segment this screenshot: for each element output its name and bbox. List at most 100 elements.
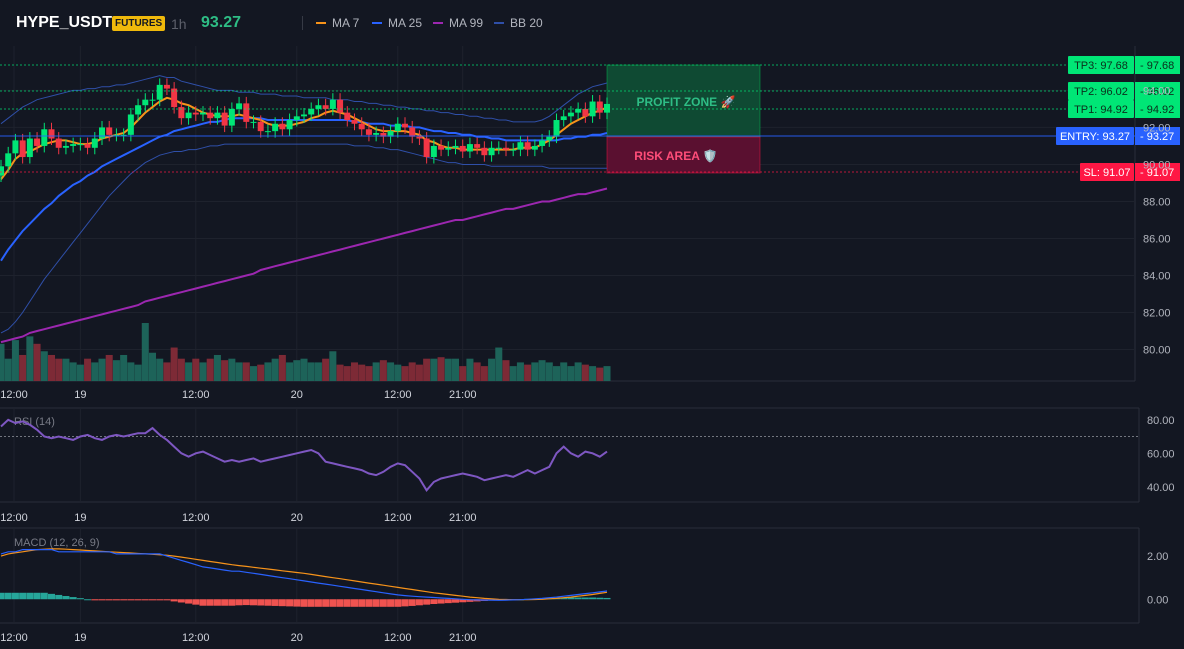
macd-histogram-bar [134,599,142,601]
last-price: 93.27 [201,14,242,31]
candle-body [546,136,553,141]
volume-bar [509,366,517,381]
candle-body [495,147,502,149]
volume-bars [0,323,611,381]
legend-ma7-label: MA 7 [332,16,360,30]
macd-histogram-bar [62,596,70,600]
macd-histogram-bar [314,599,322,607]
symbol-title[interactable]: HYPE_USDT [16,14,113,31]
price-axis: 80.00 82.00 84.00 86.00 88.00 90.00 92.00 94.00 [1143,85,1171,356]
legend-ma25[interactable]: MA 25 [372,16,422,30]
candle-body [430,145,437,158]
macd-histogram-bar [98,599,106,601]
volume-bar [257,364,265,381]
volume-bar [293,360,301,381]
legend-ma99[interactable]: MA 99 [433,16,483,30]
volume-bar [329,351,337,381]
candle-body [380,132,387,137]
macd-histogram-bar [221,599,229,606]
candle-body [604,103,610,113]
candle-body [272,123,279,132]
volume-bar [177,358,185,381]
macd-histogram-bar [40,592,48,600]
rsi-tick-label: 80.00 [1147,415,1175,427]
volume-bar [112,360,120,381]
volume-bar [98,358,106,381]
macd-histogram-bar [581,597,589,600]
volume-bar [206,358,214,381]
candle-body [243,103,250,122]
header-divider [302,16,303,30]
volume-bar [423,358,431,381]
timeframe-label[interactable]: 1h [171,16,187,32]
candle-body [221,112,228,126]
candle-body [459,145,466,152]
grid-lines [0,46,1135,623]
macd-histogram-bar [394,599,402,607]
macd-line [0,549,608,601]
volume-bar [495,347,503,381]
candle-body [402,123,408,128]
macd-histogram-bar [257,599,265,606]
volume-bar [278,354,286,381]
macd-histogram-bar [69,597,77,600]
candle-body [250,121,257,123]
macd-histogram-bar [206,599,214,606]
volume-bar [560,362,568,381]
volume-bar [365,366,373,381]
candle-body [200,112,206,115]
macd-histogram-bar [228,599,236,606]
candle-body [466,144,473,152]
macd-tick-label: 0.00 [1147,594,1168,606]
macd-histogram-bar [459,599,467,603]
macd-histogram-bar [48,593,55,600]
risk-area-label: RISK AREA 🛡️ [634,149,717,163]
entry-price-tag [1135,127,1180,145]
time-tick-label: 12:00 [384,389,412,401]
macd-histogram-bar [379,599,387,607]
candle-body [178,107,185,119]
legend-ma99-label: MA 99 [449,16,484,30]
macd-histogram-bar [567,597,575,600]
candle-body [488,147,495,156]
volume-bar [466,358,474,381]
volume-bar [408,362,416,381]
candle-body [365,129,372,135]
volume-bar [199,362,207,381]
time-tick-label: 19 [74,389,86,401]
volume-bar [314,362,322,381]
volume-bar [250,366,257,381]
macd-histogram-bar [574,597,582,600]
candle-body [596,101,603,113]
tp1-price-label: - 94.92 [1140,104,1174,116]
volume-bar [358,364,366,381]
candle-body [394,123,401,132]
candle-body [582,108,589,117]
volume-bar [603,366,611,381]
volume-bar [170,347,178,381]
candle-body [337,99,344,113]
time-tick-label: 12:00 [182,389,210,401]
candle-body [5,153,12,167]
legend-ma7[interactable]: MA 7 [316,16,359,30]
legend-bb20[interactable]: BB 20 [494,16,543,30]
candle-body [452,145,459,148]
volume-bar [480,366,488,381]
candle-body [517,142,524,150]
candlesticks [0,78,610,183]
ma99-line [0,187,608,344]
candle-body [510,149,517,151]
candle-body [135,105,142,115]
time-tick-label: 20 [291,632,303,644]
volume-bar [488,358,496,381]
volume-bar [156,358,164,381]
bollinger-bands [0,75,608,334]
time-tick-label: 12:00 [384,512,412,524]
time-tick-label: 19 [74,632,86,644]
macd-histogram-bar [322,599,330,607]
time-tick-label: 21:00 [449,389,477,401]
legend-bb20-label: BB 20 [510,16,543,30]
macd-histogram-bar [452,599,459,603]
volume-bar [322,358,330,381]
